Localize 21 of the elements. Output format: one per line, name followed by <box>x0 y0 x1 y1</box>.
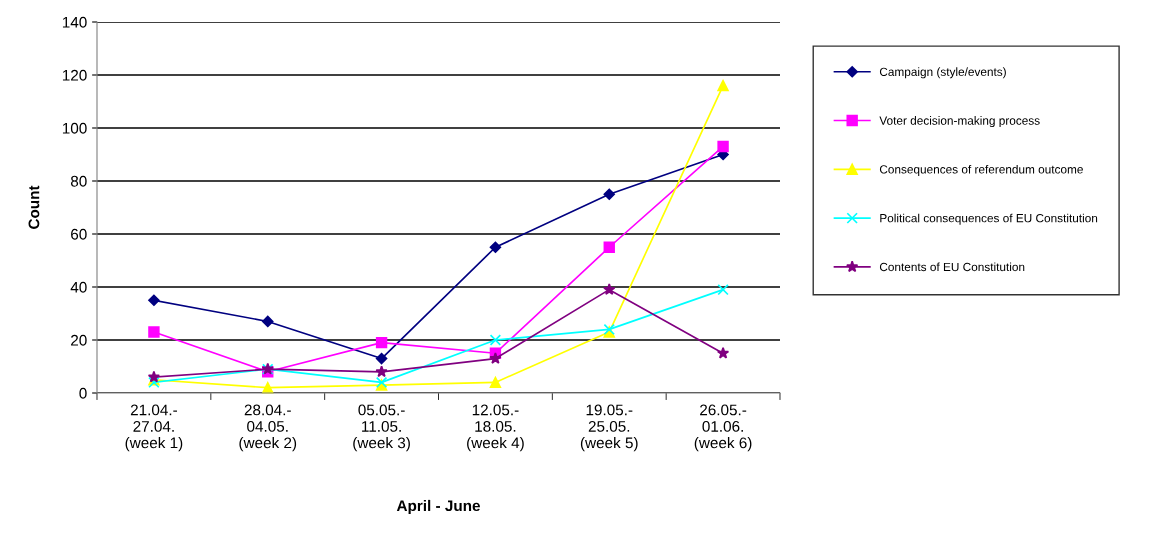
x-tick-label: 21.04.- 27.04. (week 1) <box>125 404 183 452</box>
y-tick-label: 40 <box>70 281 87 293</box>
x-tick-label: 12.05.- 18.05. (week 4) <box>467 404 524 452</box>
y-axis-title: Count <box>28 185 40 229</box>
legend-label: Voter decision-making process <box>879 116 1040 128</box>
y-tick-label: 60 <box>71 228 87 240</box>
x-axis-title: April - June <box>396 499 480 515</box>
y-tick-label: 80 <box>70 175 87 187</box>
legend-label: Consequences of referendum outcome <box>879 164 1083 176</box>
legend-label: Campaign (style/events) <box>879 67 1006 79</box>
x-tick-label: 26.05.- 01.06. (week 6) <box>694 404 752 452</box>
y-tick-label: 120 <box>62 69 87 81</box>
y-tick-label: 20 <box>71 334 87 346</box>
y-tick-label: 0 <box>79 387 87 399</box>
x-tick-label: 05.05.- 11.05. (week 3) <box>353 404 410 452</box>
y-tick-label: 100 <box>62 122 87 134</box>
y-tick-label: 140 <box>62 16 87 28</box>
x-tick-label: 28.04.- 04.05. (week 2) <box>239 404 297 452</box>
legend-label: Political consequences of EU Constitution <box>880 213 1098 225</box>
legend-label: Contents of EU Constitution <box>879 262 1025 272</box>
x-tick-label: 19.05.- 25.05. (week 5) <box>580 404 638 452</box>
